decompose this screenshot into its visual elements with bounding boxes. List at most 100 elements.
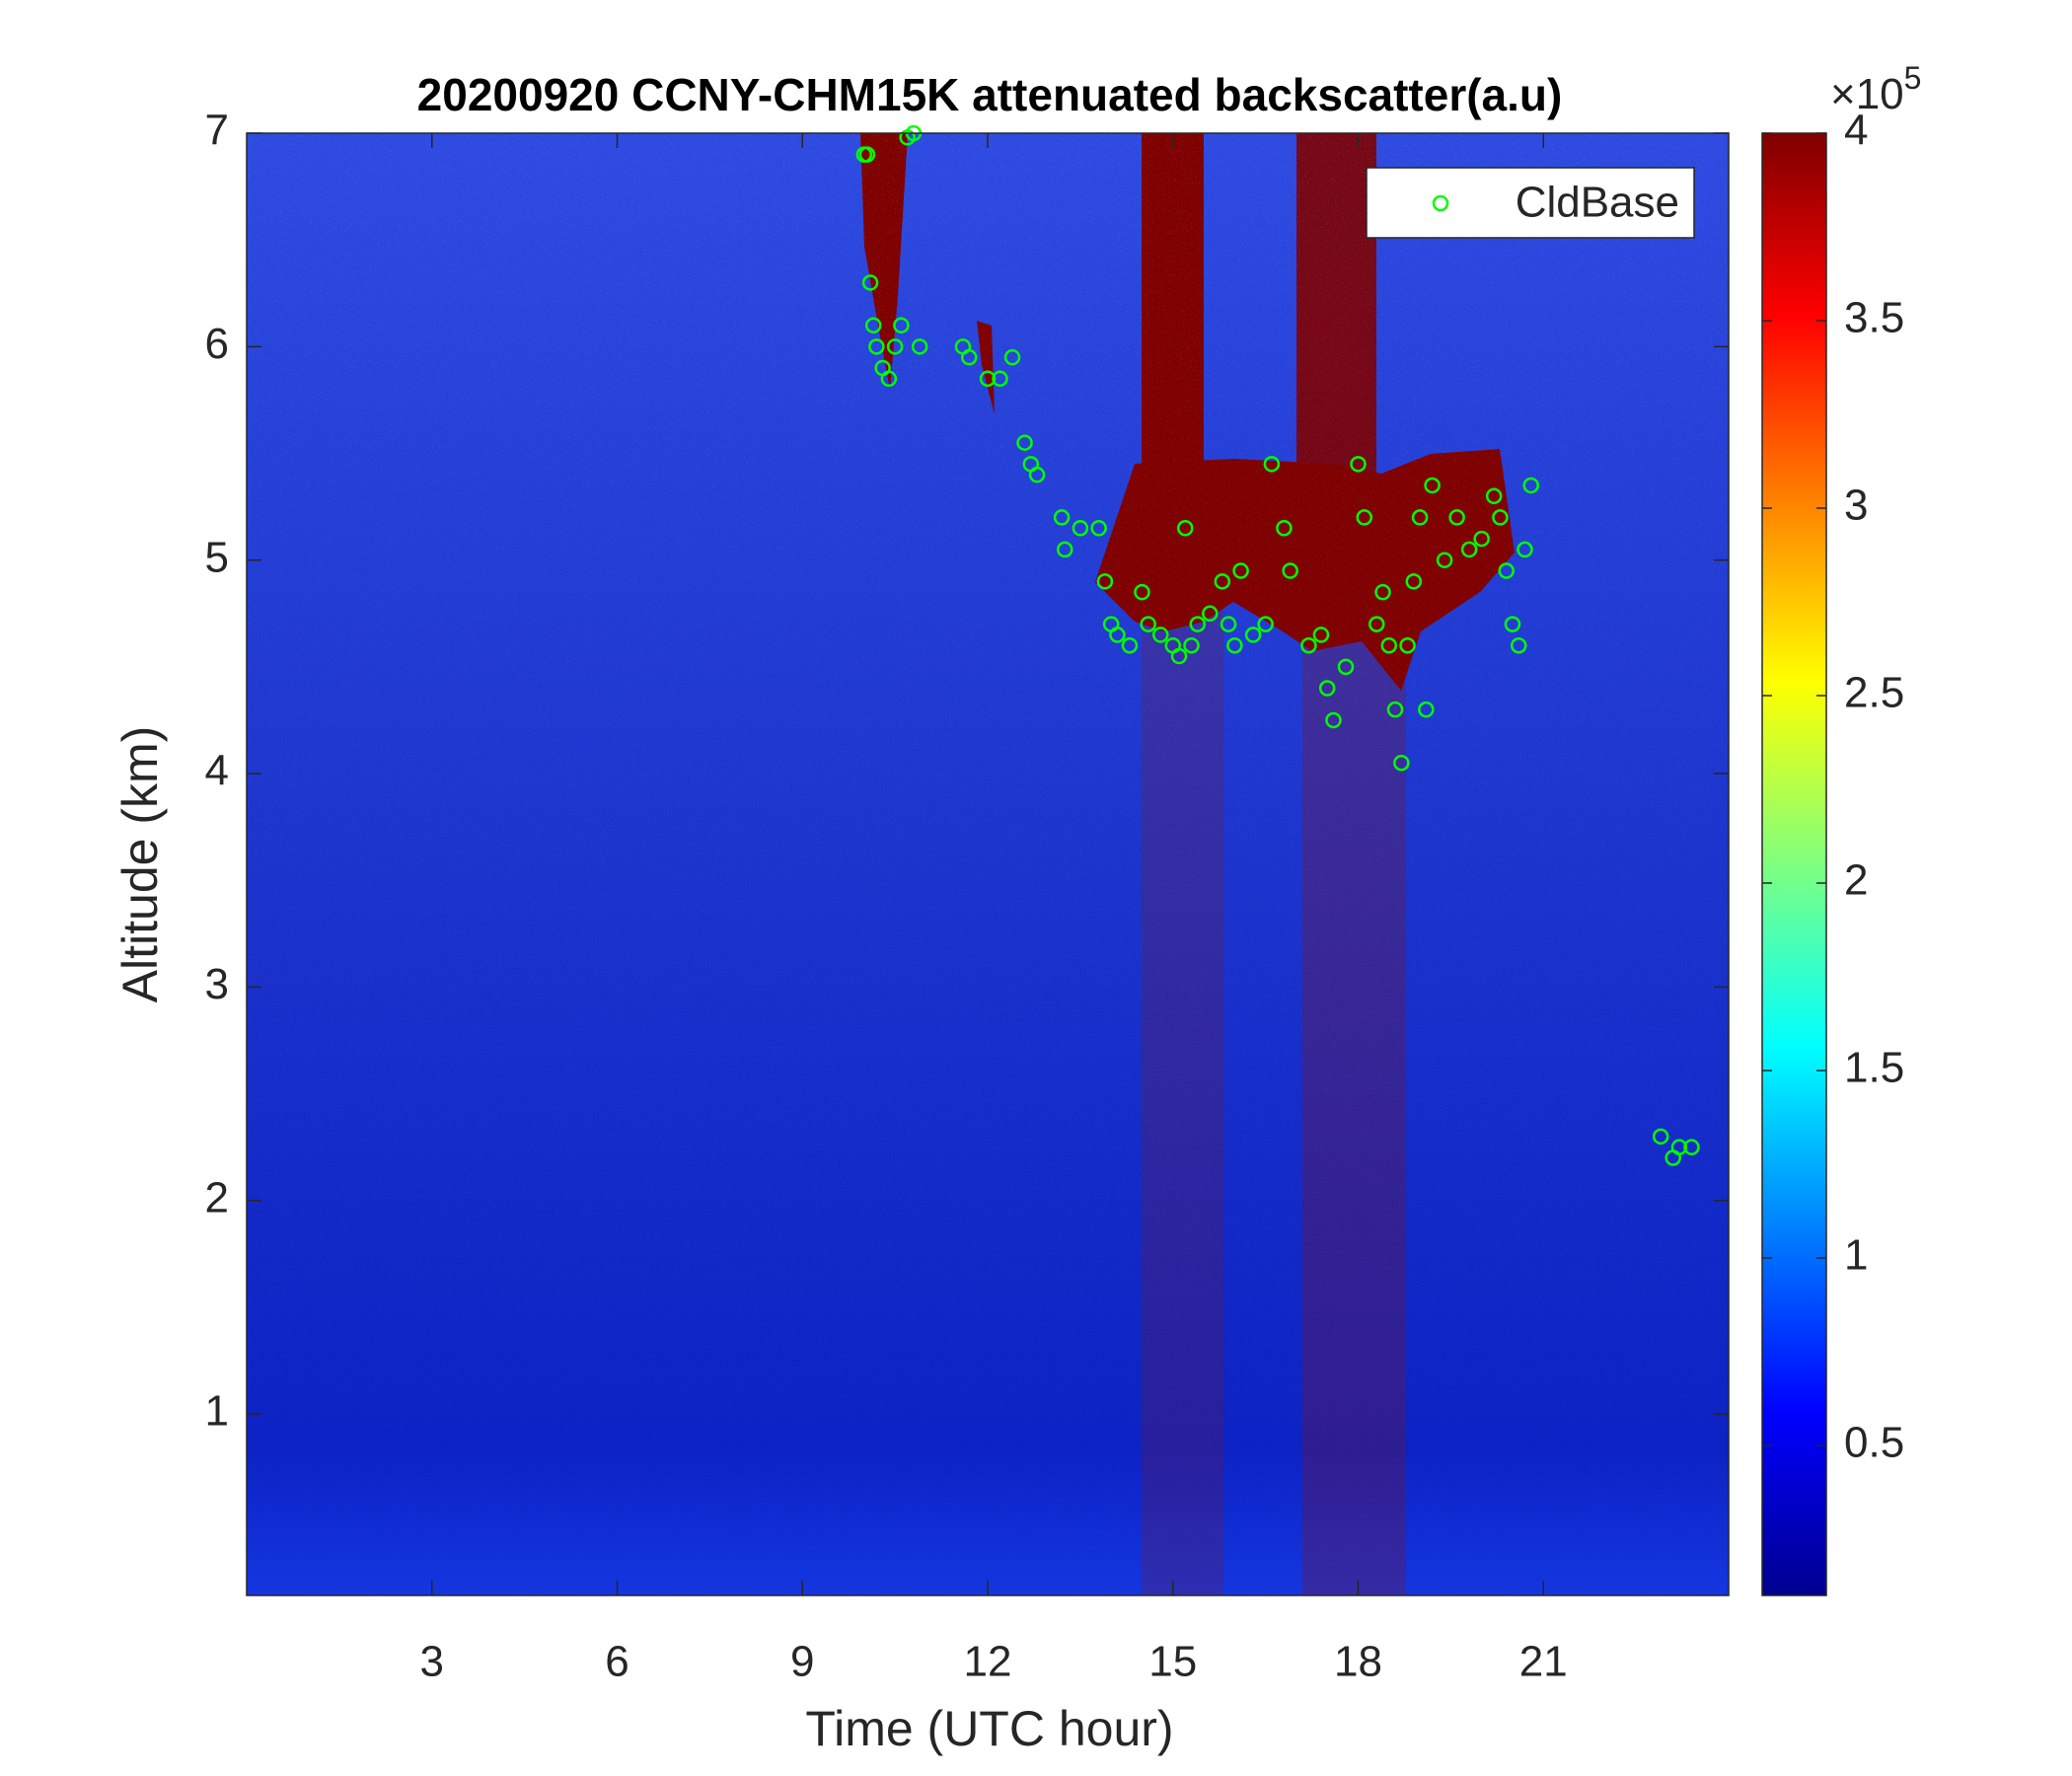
cloud-base-point <box>1473 530 1490 548</box>
y-tick-label: 5 <box>205 533 229 581</box>
cloud-base-point <box>1460 541 1478 558</box>
cloud-base-point <box>1369 616 1385 632</box>
colorbar-scale-base: ×10 <box>1830 70 1904 118</box>
y-tick-label: 1 <box>205 1387 229 1436</box>
cloud-base-point <box>1214 573 1231 590</box>
cloud-base-point <box>868 338 885 355</box>
cloud-base-point <box>1276 519 1293 537</box>
cloud-base-point <box>1028 466 1046 483</box>
cloud-base-point <box>1670 1139 1688 1155</box>
cloud-base-point <box>1232 562 1249 579</box>
cloud-base-point <box>1318 680 1336 697</box>
cloud-base-point <box>1072 519 1089 537</box>
cloud-base-point <box>861 274 879 291</box>
cloud-base-point <box>1325 711 1342 729</box>
legend-box <box>1366 167 1695 239</box>
cloud-base-point <box>1177 519 1194 537</box>
colorbar-tick-label: 2.5 <box>1844 669 1904 717</box>
colorbar <box>1761 132 1827 1596</box>
cloud-base-point <box>1300 636 1317 654</box>
cloud-base-point <box>1056 541 1073 558</box>
cloud-base-point <box>960 348 978 366</box>
cloud-base-point <box>1356 509 1373 526</box>
plot-marks <box>855 124 1700 1166</box>
cloud-base-point <box>1380 636 1398 654</box>
legend-marker <box>1432 194 1449 212</box>
heatmap-background <box>247 133 1729 1595</box>
x-tick-label: 18 <box>1334 1638 1382 1686</box>
cloud-base-point <box>911 338 928 355</box>
x-tick-label: 9 <box>790 1638 814 1686</box>
cloud-base-point <box>979 370 997 388</box>
cloud-base-point <box>1492 509 1509 526</box>
x-tick-label: 12 <box>964 1638 1012 1686</box>
cloud-base-point <box>864 317 882 333</box>
cloud-base-point <box>1016 434 1033 451</box>
cloud-base-point <box>1683 1139 1700 1155</box>
cloud-base-point <box>1140 616 1156 632</box>
x-tick-label: 15 <box>1148 1638 1197 1686</box>
chart-title: 20200920 CCNY-CHM15K attenuated backscat… <box>417 69 1563 120</box>
colorbar-tick-label: 2 <box>1844 856 1868 905</box>
x-axis-label: Time (UTC hour) <box>805 1701 1173 1756</box>
cloud-base-point <box>1096 573 1114 590</box>
cloud-base-point <box>1448 509 1465 526</box>
cloud-base-point <box>1393 754 1410 772</box>
colorbar-tick-label: 3 <box>1844 481 1868 530</box>
cloud-base-point <box>1522 477 1539 494</box>
legend: CldBase <box>1366 167 1695 239</box>
cloud-base-point <box>1386 701 1404 718</box>
cloud-base-point <box>1109 627 1126 643</box>
cloud-base-point <box>1436 552 1453 568</box>
cloud-base-point <box>858 146 876 163</box>
cloud-base-point <box>1517 541 1533 558</box>
cloud-base-point <box>1504 616 1521 632</box>
cloud-base-point <box>1374 583 1391 601</box>
y-tick-label: 6 <box>205 320 229 368</box>
cloud-base-point <box>1183 636 1200 654</box>
cloud-base-point <box>1282 562 1298 579</box>
cloud-base-point <box>880 370 898 388</box>
colorbar-tick-label: 1.5 <box>1844 1044 1904 1092</box>
cloud-base-point <box>1337 658 1355 676</box>
cloud-base-point <box>1257 616 1274 632</box>
cloud-base-point <box>1202 605 1219 623</box>
cloud-base-point <box>1121 636 1139 654</box>
y-tick-label: 2 <box>205 1173 229 1221</box>
x-tick-label: 21 <box>1519 1638 1568 1686</box>
cloud-base-point <box>1418 701 1435 718</box>
colorbar-tick-label: 3.5 <box>1844 294 1904 342</box>
cloud-base-point <box>1189 616 1207 632</box>
cloud-base-point <box>1424 477 1441 494</box>
cloud-base-point <box>1003 348 1021 366</box>
cloud-base-point <box>1244 627 1262 643</box>
x-tick-label: 6 <box>605 1638 629 1686</box>
y-tick-label: 3 <box>205 960 229 1008</box>
cloud-base-point <box>1350 456 1367 473</box>
cloud-base-point <box>1652 1128 1669 1146</box>
cloud-base-point <box>1226 636 1243 654</box>
cloud-base-point <box>1134 583 1150 601</box>
legend-label: CldBase <box>1516 179 1679 227</box>
cloud-base-point <box>1510 636 1527 654</box>
cloud-base-point <box>1485 487 1503 505</box>
cloud-base-point <box>1312 627 1330 643</box>
colorbar-tick-label: 1 <box>1844 1231 1868 1280</box>
colorbar-scale: ×105 <box>1830 60 1921 117</box>
cloud-base-point <box>893 317 910 333</box>
x-tick-label: 3 <box>420 1638 444 1686</box>
cloud-base-point <box>1170 647 1188 665</box>
cloud-base-point <box>1405 573 1423 590</box>
cloud-base-point <box>886 338 904 355</box>
cloud-base-point <box>1053 509 1071 526</box>
cloud-base-point <box>992 370 1008 388</box>
cloud-base-point <box>1498 562 1515 579</box>
colorbar-scale-exponent: 5 <box>1904 60 1922 96</box>
colorbar-tick-label: 4 <box>1844 107 1868 155</box>
cloud-base-point <box>1411 509 1429 526</box>
y-tick-label: 7 <box>205 107 229 155</box>
cloud-base-point <box>1399 636 1416 654</box>
cloud-base-point <box>1263 456 1281 473</box>
cloud-base-point <box>1220 616 1237 632</box>
